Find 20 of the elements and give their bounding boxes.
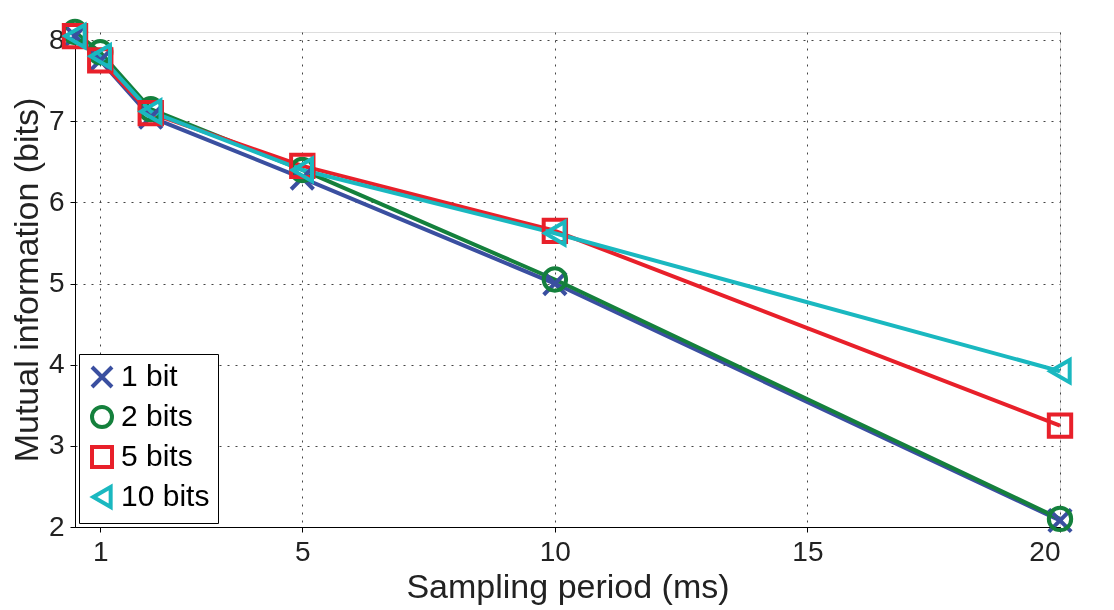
legend-label: 1 bit <box>121 359 179 392</box>
x-tick-label: 5 <box>295 535 311 567</box>
x-tick-label: 20 <box>1029 535 1061 567</box>
x-tick-label: 10 <box>539 535 571 567</box>
y-axis-title: Mutual information (bits) <box>6 97 45 463</box>
point <box>86 41 112 71</box>
y-tick-label: 5 <box>48 267 65 299</box>
legend-label: 2 bits <box>121 399 193 432</box>
point <box>1046 412 1074 439</box>
x-tick-label: 1 <box>92 535 109 567</box>
point <box>1048 358 1072 385</box>
y-tick-label: 2 <box>48 510 65 542</box>
y-tick-label: 4 <box>48 348 65 380</box>
x-axis-title: Sampling period (ms) <box>406 566 730 605</box>
legend-label: 10 bits <box>121 479 210 512</box>
y-tick-label: 6 <box>48 185 65 217</box>
legend-label: 5 bits <box>121 439 193 472</box>
y-tick-label: 7 <box>48 104 65 136</box>
y-tick-label: 3 <box>48 429 65 461</box>
x-tick-label: 15 <box>792 535 824 567</box>
